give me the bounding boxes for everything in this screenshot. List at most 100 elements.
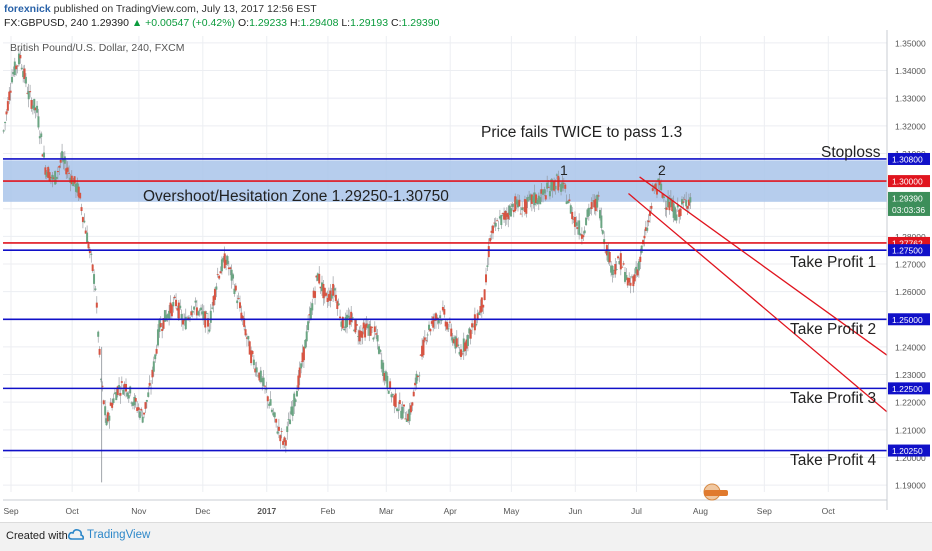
candle-body bbox=[471, 323, 474, 328]
candle-body bbox=[604, 251, 607, 253]
candle-body bbox=[422, 339, 425, 356]
candle-body bbox=[592, 200, 595, 202]
candle-body bbox=[511, 204, 514, 207]
candle-body bbox=[241, 315, 244, 319]
candle-body bbox=[418, 375, 421, 377]
candle-body bbox=[320, 282, 323, 292]
candle-body bbox=[147, 392, 150, 397]
y-tick-label: 1.28000 bbox=[895, 232, 926, 242]
candle-body bbox=[140, 409, 143, 411]
candle-body bbox=[166, 314, 169, 318]
candle-body bbox=[532, 196, 535, 203]
candle-body bbox=[516, 200, 519, 208]
candle-body bbox=[409, 405, 412, 413]
candle-body bbox=[371, 326, 374, 328]
candle-body bbox=[387, 390, 390, 394]
candle-body bbox=[361, 331, 364, 338]
tradingview-logo[interactable]: TradingView bbox=[68, 529, 150, 541]
x-tick-label: 2017 bbox=[257, 506, 276, 516]
candle-body bbox=[612, 270, 615, 271]
candle-body bbox=[369, 326, 372, 336]
x-tick-label: Jun bbox=[568, 506, 582, 516]
candle-body bbox=[213, 288, 216, 300]
candle-body bbox=[455, 338, 458, 347]
candle-body bbox=[628, 278, 631, 283]
candle-body bbox=[282, 441, 285, 445]
candle-body bbox=[102, 400, 105, 405]
candle-body bbox=[544, 195, 547, 200]
low-value: 1.29193 bbox=[350, 17, 389, 29]
candle-body bbox=[270, 409, 273, 412]
stoploss-label: Stoploss bbox=[821, 144, 881, 161]
candle-body bbox=[252, 359, 255, 366]
candle-body bbox=[237, 298, 240, 299]
candle-body bbox=[579, 233, 582, 236]
candle-body bbox=[273, 412, 276, 418]
candle-body bbox=[326, 297, 329, 303]
candle-body bbox=[569, 205, 572, 214]
candle-body bbox=[209, 310, 212, 323]
price-chart[interactable]: 1.350001.340001.330001.320001.310001.300… bbox=[0, 0, 932, 522]
candle-body bbox=[487, 246, 490, 258]
candle-body bbox=[49, 176, 52, 178]
candle-body bbox=[419, 354, 422, 356]
candle-body bbox=[165, 314, 168, 321]
candle-body bbox=[575, 222, 578, 226]
candle-body bbox=[503, 212, 506, 220]
candle-body bbox=[661, 193, 664, 198]
candle-body bbox=[276, 431, 279, 434]
candle-body bbox=[31, 105, 34, 109]
candle-body bbox=[408, 408, 411, 422]
candle-body bbox=[190, 311, 193, 316]
candle-body bbox=[523, 199, 526, 212]
author-link[interactable]: forexnick bbox=[4, 3, 51, 15]
candle-body bbox=[163, 310, 166, 322]
candle-body bbox=[396, 408, 399, 411]
candle-body bbox=[580, 234, 583, 239]
candle-body bbox=[106, 412, 109, 422]
candle-body bbox=[244, 329, 247, 336]
candle-body bbox=[112, 398, 115, 403]
y-tick-label: 1.24000 bbox=[895, 342, 926, 352]
candle-body bbox=[608, 251, 611, 263]
candle-body bbox=[205, 313, 208, 314]
candle-body bbox=[603, 239, 606, 244]
candle-body bbox=[170, 304, 173, 317]
candle-body bbox=[266, 396, 269, 402]
economic-event-badge[interactable] bbox=[704, 490, 728, 496]
candle-body bbox=[16, 65, 19, 67]
candle-body bbox=[134, 398, 137, 402]
candle-body bbox=[198, 309, 201, 311]
candle-body bbox=[220, 259, 223, 272]
candle-body bbox=[87, 244, 90, 249]
y-tick-label: 1.32000 bbox=[895, 121, 926, 131]
candle-body bbox=[498, 216, 501, 219]
candle-body bbox=[93, 274, 96, 284]
candle-body bbox=[179, 305, 182, 309]
candle-body bbox=[27, 90, 30, 100]
candle-body bbox=[469, 329, 472, 339]
created-with-text: Created with bbox=[6, 530, 68, 542]
level-price-tag bbox=[888, 313, 930, 326]
candle-body bbox=[475, 324, 478, 326]
candle-body bbox=[383, 372, 386, 381]
candle-body bbox=[4, 122, 7, 124]
candle-body bbox=[43, 152, 46, 158]
candle-body bbox=[611, 265, 614, 275]
candle-body bbox=[58, 165, 61, 168]
candle-body bbox=[372, 337, 375, 340]
candle-body bbox=[141, 416, 144, 423]
candle-body bbox=[358, 330, 361, 342]
candle-body bbox=[444, 321, 447, 327]
candle-body bbox=[364, 324, 367, 338]
candle-body bbox=[123, 383, 126, 389]
candle-body bbox=[514, 196, 517, 212]
x-tick-label: Jul bbox=[631, 506, 642, 516]
candle-body bbox=[283, 437, 286, 442]
candle-body bbox=[437, 319, 440, 324]
candle-body bbox=[682, 201, 685, 203]
candle-body bbox=[193, 306, 196, 310]
candle-body bbox=[368, 323, 371, 336]
candle-body bbox=[111, 402, 114, 408]
candle-body bbox=[63, 156, 66, 164]
